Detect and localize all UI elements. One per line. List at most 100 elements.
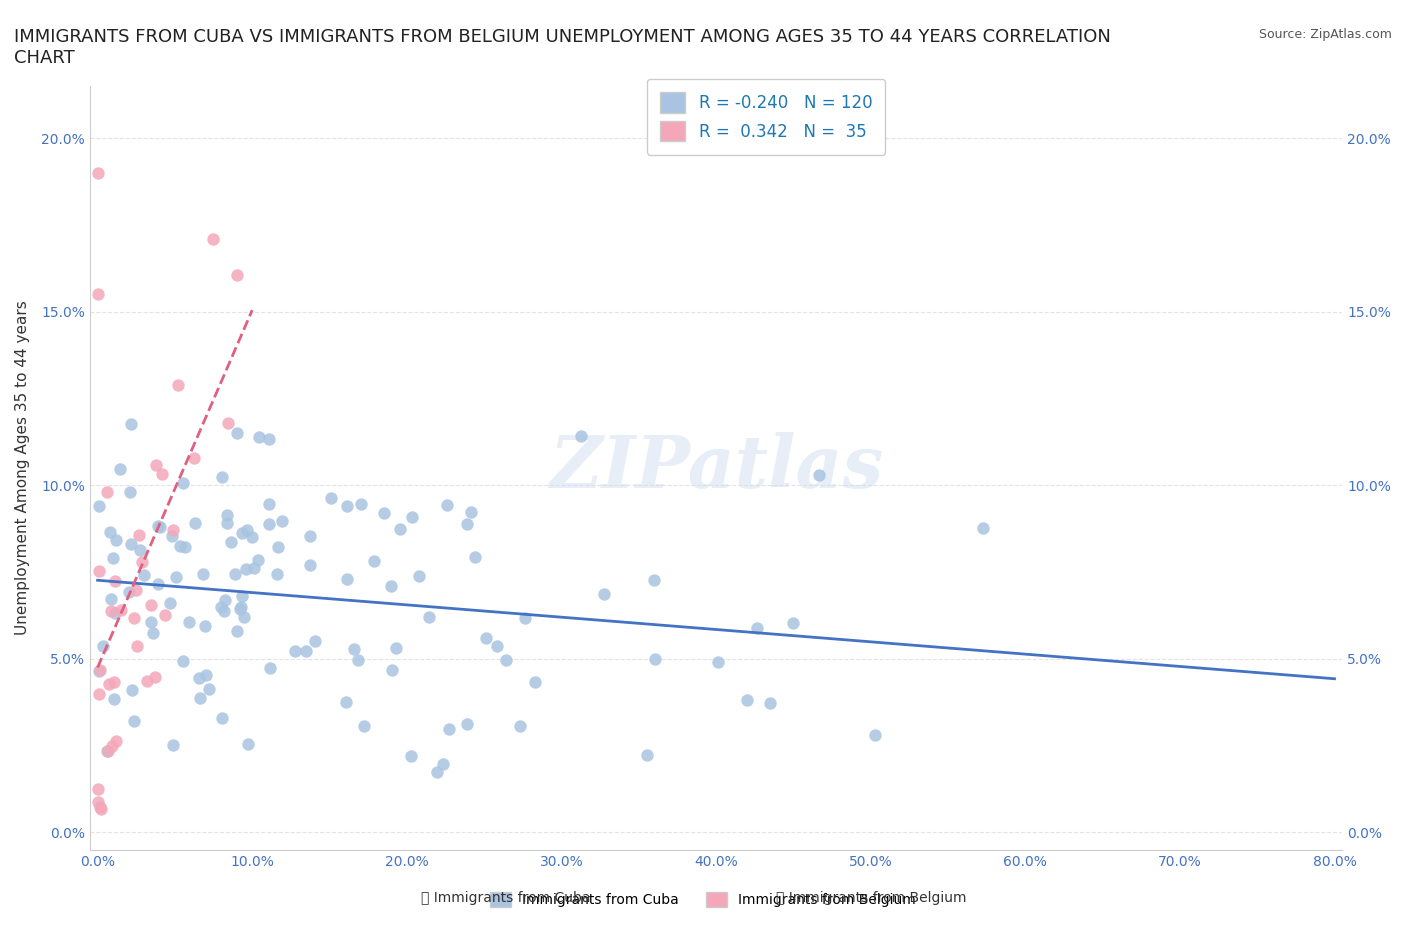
Point <box>236 523 259 538</box>
Point <box>267 539 290 554</box>
Legend: R = -0.240   N = 120, R =  0.342   N =  35: R = -0.240 N = 120, R = 0.342 N = 35 <box>647 79 886 154</box>
Point <box>96 485 118 499</box>
Point <box>139 615 162 630</box>
Point <box>240 530 263 545</box>
Point <box>162 737 184 752</box>
Point <box>172 654 194 669</box>
Point <box>353 718 375 733</box>
Point <box>89 498 111 513</box>
Point <box>118 584 141 599</box>
Point <box>142 626 165 641</box>
Point <box>139 597 162 612</box>
Point <box>236 737 259 752</box>
Point <box>165 570 187 585</box>
Point <box>271 513 294 528</box>
Point <box>388 522 411 537</box>
Point <box>266 567 288 582</box>
Point <box>229 600 252 615</box>
Point <box>231 589 253 604</box>
Point <box>122 611 145 626</box>
Point <box>145 458 167 472</box>
Point <box>707 654 730 669</box>
Point <box>101 739 124 754</box>
Point <box>169 538 191 553</box>
Point <box>159 596 181 611</box>
Point <box>384 641 406 656</box>
Point <box>298 558 321 573</box>
Point <box>284 644 307 658</box>
Point <box>485 639 508 654</box>
Point <box>426 764 449 779</box>
Point <box>136 673 159 688</box>
Point <box>759 696 782 711</box>
Point <box>100 591 122 606</box>
Point <box>215 515 238 530</box>
Point <box>98 676 121 691</box>
Point <box>187 671 209 685</box>
Point <box>120 417 142 432</box>
Point <box>226 623 249 638</box>
Point <box>247 430 270 445</box>
Point <box>295 644 318 658</box>
Point <box>373 505 395 520</box>
Point <box>87 781 110 796</box>
Point <box>104 734 127 749</box>
Point <box>363 553 385 568</box>
Point <box>225 267 247 282</box>
Point <box>347 653 370 668</box>
Point <box>636 747 658 762</box>
Point <box>343 641 366 656</box>
Point <box>87 794 110 809</box>
Point <box>335 695 357 710</box>
Point <box>464 550 486 565</box>
Point <box>148 577 170 591</box>
Point <box>399 749 422 764</box>
Point <box>524 675 547 690</box>
Point <box>89 663 111 678</box>
Point <box>224 566 246 581</box>
Point <box>104 532 127 547</box>
Point <box>217 416 239 431</box>
Text: ZIPatlas: ZIPatlas <box>548 432 883 503</box>
Point <box>90 802 112 817</box>
Point <box>103 691 125 706</box>
Point <box>863 727 886 742</box>
Point <box>215 508 238 523</box>
Point <box>319 491 342 506</box>
Point <box>86 166 108 180</box>
Point <box>177 614 200 629</box>
Point <box>972 520 994 535</box>
Legend: Immigrants from Cuba, Immigrants from Belgium: Immigrants from Cuba, Immigrants from Be… <box>484 887 922 912</box>
Point <box>104 605 127 620</box>
Point <box>89 799 111 814</box>
Point <box>380 578 402 593</box>
Point <box>184 515 207 530</box>
Point <box>243 561 266 576</box>
Point <box>212 604 235 618</box>
Point <box>235 561 257 576</box>
Point <box>128 527 150 542</box>
Text: ⬜ Immigrants from Cuba: ⬜ Immigrants from Cuba <box>422 891 591 905</box>
Point <box>162 528 184 543</box>
Point <box>100 604 122 618</box>
Point <box>475 631 498 645</box>
Point <box>231 526 253 541</box>
Point <box>209 600 232 615</box>
Point <box>229 601 252 616</box>
Point <box>460 504 482 519</box>
Point <box>259 497 281 512</box>
Point <box>93 639 115 654</box>
Point <box>104 574 127 589</box>
Point <box>257 432 280 446</box>
Point <box>299 528 322 543</box>
Point <box>211 470 233 485</box>
Point <box>643 572 665 587</box>
Point <box>87 686 110 701</box>
Point <box>418 609 440 624</box>
Point <box>592 586 614 601</box>
Point <box>747 620 769 635</box>
Point <box>201 232 224 246</box>
Point <box>120 536 142 551</box>
Point <box>381 662 404 677</box>
Point <box>97 743 120 758</box>
